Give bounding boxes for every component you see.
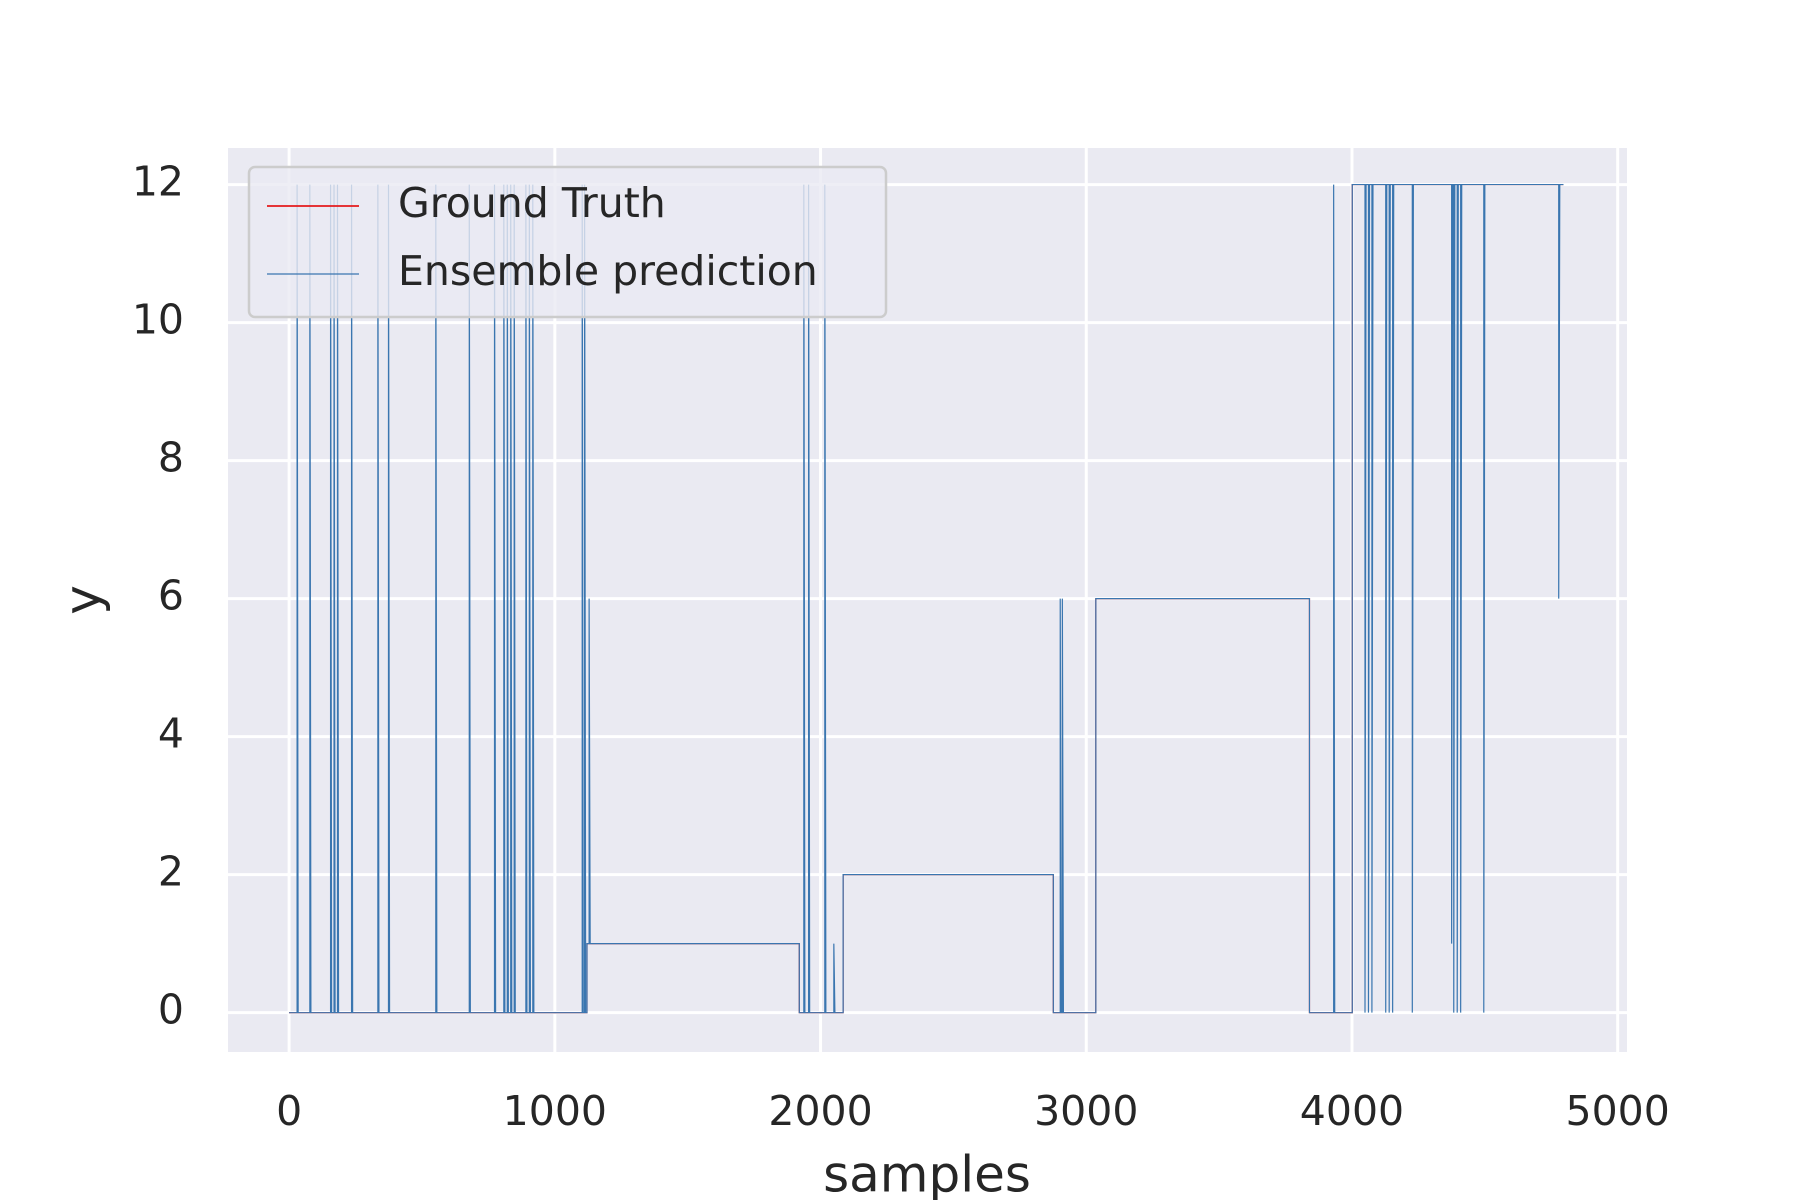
x-tick-label: 0 <box>276 1087 302 1135</box>
legend-box <box>247 165 888 319</box>
x-axis-label: samples <box>823 1146 1031 1200</box>
legend-label: Ground Truth <box>398 179 666 227</box>
x-tick-label: 3000 <box>1034 1087 1138 1135</box>
x-tick-label: 5000 <box>1566 1087 1670 1135</box>
y-tick-label: 10 <box>132 296 184 344</box>
y-axis-label: y <box>54 585 112 615</box>
x-tick-label: 4000 <box>1300 1087 1404 1135</box>
legend-label: Ensemble prediction <box>398 247 818 295</box>
y-tick-label: 12 <box>132 158 184 206</box>
y-tick-label: 2 <box>158 848 184 896</box>
y-tick-label: 8 <box>158 434 184 482</box>
x-tick-label: 1000 <box>503 1087 607 1135</box>
y-tick-label: 0 <box>158 986 184 1034</box>
y-tick-label: 4 <box>158 710 184 758</box>
x-tick-label: 2000 <box>768 1087 872 1135</box>
legend: Ground Truth Ensemble prediction <box>247 165 888 319</box>
y-tick-label: 6 <box>158 572 184 620</box>
